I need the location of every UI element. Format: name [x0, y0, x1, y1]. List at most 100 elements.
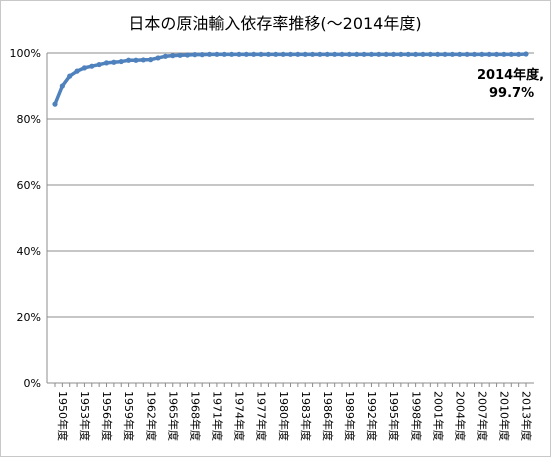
x-tick-label: 2004年度 [453, 391, 467, 441]
x-tick-label: 1971年度 [211, 391, 225, 441]
y-tick-label: 60% [17, 179, 41, 192]
y-tick-label: 100% [10, 47, 41, 60]
series-line [53, 52, 528, 106]
series [52, 51, 529, 107]
gridlines [47, 52, 534, 318]
chart-title: 日本の原油輸入依存率推移(～2014年度) [128, 14, 421, 33]
data-point [508, 51, 514, 57]
data-point [162, 53, 168, 59]
data-point [221, 51, 227, 57]
data-point [486, 51, 492, 57]
data-point [354, 51, 360, 57]
data-point [236, 51, 242, 57]
data-point [81, 65, 88, 71]
data-point [125, 57, 132, 63]
x-tick-label: 1995年度 [387, 391, 401, 441]
data-point [376, 51, 382, 57]
data-point [52, 101, 58, 107]
x-tick-label: 1986年度 [321, 391, 335, 441]
x-tick-label: 1977年度 [255, 391, 269, 441]
data-point [280, 51, 286, 57]
data-point [368, 51, 375, 57]
data-point [258, 51, 264, 57]
x-tick-label: 1950年度 [56, 391, 70, 441]
annotation-year-label: 2014年度, [477, 67, 544, 83]
data-point [309, 51, 316, 57]
data-point [96, 61, 102, 68]
x-tick-label: 1968年度 [188, 391, 202, 441]
data-point [332, 51, 338, 57]
y-tick-label: 40% [17, 245, 41, 258]
data-point [398, 51, 404, 57]
data-point [464, 51, 470, 57]
data-point [287, 51, 294, 57]
x-tick-label: 2010年度 [498, 391, 512, 441]
y-tick-label: 0% [24, 377, 41, 390]
data-point [346, 51, 352, 57]
data-point [177, 52, 183, 58]
x-tick-labels: 1950年度 1953年度 1956年度 1959年度 1962年度 1965年度 1968… [56, 391, 534, 441]
data-point [427, 51, 433, 57]
data-point [214, 51, 220, 57]
data-point [493, 51, 500, 57]
data-point [265, 51, 272, 57]
x-tick-label: 1989年度 [343, 391, 357, 441]
x-tick-label: 1998年度 [409, 391, 423, 441]
data-point [523, 51, 529, 57]
x-tick-label: 1992年度 [365, 391, 379, 441]
x-tick-label: 1956年度 [100, 391, 114, 441]
data-point [449, 51, 456, 57]
x-tick-label: 1983年度 [299, 391, 313, 441]
y-tick-labels: 0% 20% 40% 60% 80% 100% [10, 47, 41, 390]
data-point [229, 51, 235, 57]
data-point [405, 51, 411, 57]
data-point [59, 83, 65, 89]
data-point [420, 51, 426, 57]
x-tick-label: 2007年度 [475, 391, 489, 441]
data-point [361, 51, 367, 57]
data-point [111, 59, 117, 65]
data-point [251, 51, 257, 57]
data-point [295, 51, 301, 57]
data-point [273, 51, 279, 57]
axes [46, 53, 534, 387]
data-point [192, 52, 198, 58]
x-tick-label: 1959年度 [122, 391, 136, 441]
data-point [184, 52, 191, 58]
data-point [471, 51, 478, 57]
data-point [103, 60, 110, 66]
annotation: 2014年度, 99.7% [477, 67, 544, 101]
x-tick-label: 1965年度 [166, 391, 180, 441]
data-point [133, 57, 139, 63]
data-point [501, 51, 507, 57]
data-point [324, 51, 330, 57]
data-point [339, 51, 345, 57]
x-tick-label: 2001年度 [431, 391, 445, 441]
x-tick-label: 1962年度 [144, 391, 158, 441]
data-point [74, 68, 80, 74]
data-point [516, 51, 522, 57]
data-point [89, 63, 95, 69]
data-point [479, 51, 485, 57]
y-tick-label: 80% [17, 113, 41, 126]
data-point [302, 51, 308, 57]
data-point [383, 51, 389, 57]
data-point [435, 51, 441, 57]
y-tick-label: 20% [17, 311, 41, 324]
x-tick-label: 2013年度 [520, 391, 534, 441]
data-point [155, 55, 161, 61]
data-point [413, 51, 419, 57]
annotation-value-label: 99.7% [489, 86, 534, 101]
data-point [140, 57, 146, 63]
x-tick-label: 1974年度 [233, 391, 247, 441]
data-point [317, 51, 323, 57]
x-tick-label: 1953年度 [78, 391, 92, 441]
data-point [442, 51, 448, 57]
data-point [457, 51, 463, 57]
data-point [206, 51, 213, 57]
data-point [170, 53, 176, 59]
data-point [390, 51, 397, 57]
data-point [199, 52, 205, 58]
